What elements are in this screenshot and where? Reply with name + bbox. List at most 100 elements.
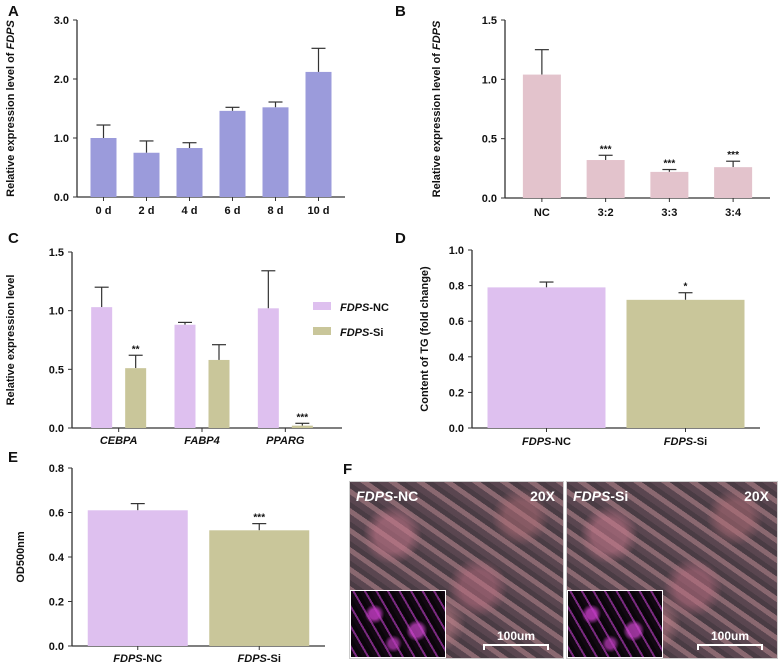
- x-tick-label: FDPS-NC: [522, 436, 571, 448]
- y-tick-label: 1.0: [54, 133, 69, 145]
- y-tick-label: 2.0: [54, 74, 69, 86]
- italic-part: FDPS: [340, 302, 370, 314]
- legend-label: FDPS-Si: [340, 327, 383, 339]
- x-tick-label: 10 d: [307, 205, 329, 217]
- y-tick-label: 1.0: [449, 245, 464, 257]
- bar: [87, 510, 188, 646]
- label-suffix: -NC: [393, 488, 419, 504]
- y-tick-label: 0.6: [49, 508, 64, 520]
- bar: [487, 287, 606, 428]
- y-tick-label: 0.0: [482, 193, 497, 205]
- italic-part: FDPS: [113, 653, 143, 665]
- legend-label: FDPS-NC: [340, 302, 389, 314]
- bar: [257, 308, 279, 428]
- y-tick-label: 0.4: [49, 552, 65, 564]
- y-axis-title: Relative expression level: [5, 275, 17, 406]
- bar: [291, 425, 313, 428]
- panel-letter-B: B: [395, 3, 406, 20]
- y-tick-label: 0.8: [49, 463, 64, 475]
- scale-bar: 100um: [697, 629, 763, 650]
- y-tick-label: 0.0: [449, 423, 464, 435]
- text-part: -NC: [143, 653, 163, 665]
- title-text: Content of TG (fold change): [419, 266, 431, 412]
- x-tick-label: FDPS-NC: [113, 653, 162, 665]
- scale-bar-label: 100um: [496, 629, 536, 643]
- significance-label: ***: [664, 159, 676, 170]
- text-part: -NC: [369, 302, 389, 314]
- y-tick-label: 0.6: [449, 316, 464, 328]
- x-tick-label: 3:3: [661, 207, 677, 219]
- title-text: OD500nm: [15, 531, 27, 583]
- micrograph-fdps-nc: FDPS-NC 20X 100um: [349, 481, 564, 659]
- bar: [586, 160, 625, 198]
- x-tick-label: 3:4: [725, 207, 742, 219]
- legend-swatch: [313, 302, 331, 310]
- y-tick-label: 3.0: [54, 15, 69, 27]
- micrograph-label: FDPS-NC: [356, 488, 418, 504]
- y-tick-label: 1.0: [49, 306, 64, 318]
- significance-label: ***: [727, 150, 739, 161]
- micrograph-label: FDPS-Si: [573, 488, 628, 504]
- y-tick-label: 0.4: [449, 352, 465, 364]
- y-tick-label: 1.5: [49, 247, 64, 259]
- bar: [91, 307, 113, 428]
- bar: [133, 152, 160, 197]
- bar: [305, 71, 332, 197]
- scale-bar: 100um: [483, 629, 549, 650]
- x-tick-label: FDPS-Si: [664, 436, 707, 448]
- title-gene: FDPS: [431, 20, 443, 50]
- x-tick-label: 0 d: [96, 205, 112, 217]
- bar: [626, 299, 745, 428]
- x-tick-label: 8 d: [268, 205, 284, 217]
- x-tick-label: 6 d: [225, 205, 241, 217]
- x-tick-label: FDPS-Si: [238, 653, 281, 665]
- bar: [208, 359, 230, 428]
- text-part: -Si: [369, 327, 383, 339]
- title-text: Relative expression level of: [5, 49, 17, 196]
- text-part: -NC: [551, 436, 571, 448]
- y-tick-label: 1.5: [482, 15, 497, 27]
- y-tick-label: 0.2: [449, 387, 464, 399]
- italic-part: FDPS: [522, 436, 552, 448]
- x-tick-label: 3:2: [598, 207, 614, 219]
- title-text: Relative expression level of: [431, 50, 443, 197]
- bar: [176, 148, 203, 197]
- scale-bar-label: 100um: [710, 629, 750, 643]
- significance-label: *: [684, 282, 688, 293]
- bar: [714, 167, 753, 198]
- y-axis-title: Relative expression level of FDPS: [5, 19, 17, 196]
- y-tick-label: 0.8: [449, 281, 464, 293]
- magnification-label: 20X: [744, 488, 769, 504]
- title-text: Relative expression level: [5, 275, 17, 406]
- panel-letter-A: A: [8, 3, 19, 20]
- bar: [174, 324, 196, 428]
- y-axis-title: Relative expression level of FDPS: [431, 20, 443, 197]
- x-tick-label: FABP4: [184, 435, 219, 447]
- x-tick-label: 2 d: [139, 205, 155, 217]
- bar: [650, 171, 689, 198]
- y-tick-label: 0.2: [49, 597, 64, 609]
- significance-label: ***: [296, 412, 308, 423]
- panel-letter-E: E: [8, 449, 18, 466]
- title-gene: FDPS: [5, 19, 17, 49]
- x-tick-label: PPARG: [266, 435, 305, 447]
- y-tick-label: 0.0: [49, 423, 64, 435]
- y-tick-label: 1.0: [482, 74, 497, 86]
- significance-label: ***: [600, 144, 612, 155]
- x-tick-label: NC: [534, 207, 550, 219]
- legend-swatch: [313, 327, 331, 335]
- label-gene: FDPS: [573, 488, 611, 504]
- label-gene: FDPS: [356, 488, 394, 504]
- significance-label: ***: [253, 513, 265, 524]
- italic-part: FDPS: [340, 327, 370, 339]
- y-tick-label: 0.0: [49, 641, 64, 653]
- x-tick-label: CEBPA: [100, 435, 138, 447]
- text-part: -Si: [267, 653, 281, 665]
- micrograph-fdps-si: FDPS-Si 20X 100um: [566, 481, 778, 659]
- bar: [262, 107, 289, 197]
- bar: [219, 110, 246, 197]
- y-tick-label: 0.0: [54, 192, 69, 204]
- panel-letter-C: C: [8, 230, 19, 247]
- oil-red-inset: [567, 590, 663, 658]
